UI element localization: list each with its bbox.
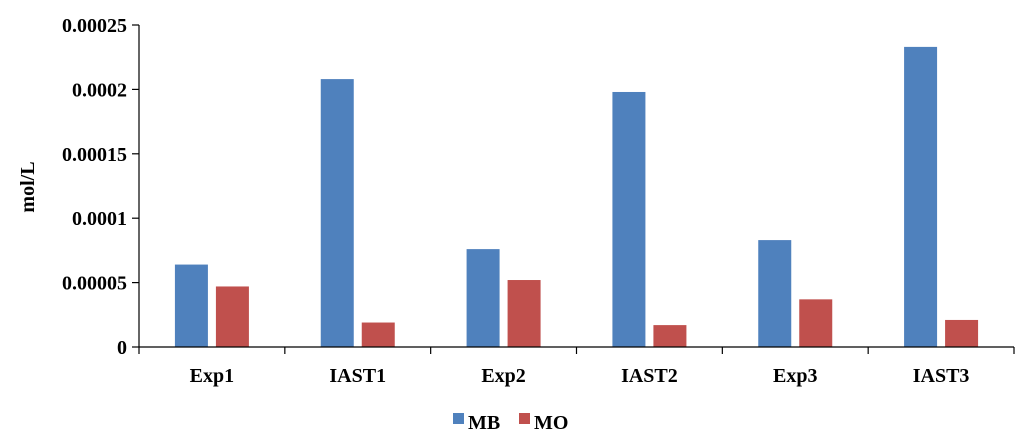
bar-mb-exp1: [174, 264, 208, 347]
y-tick-label: 0.00015: [62, 144, 127, 166]
x-category-label: Exp1: [190, 365, 234, 387]
y-tick-label: 0.0002: [72, 79, 127, 101]
x-category-label: IAST1: [329, 365, 386, 387]
y-tick-label: 0.0001: [72, 208, 127, 230]
bar-mo-iast1: [361, 322, 395, 347]
bar-mo-exp1: [215, 286, 249, 347]
bar-mb-iast2: [612, 91, 646, 347]
bar-mb-iast3: [904, 46, 938, 348]
legend-swatch-mb: [453, 413, 464, 424]
y-axis-title: mol/L: [17, 161, 39, 212]
y-tick-label: 0: [117, 337, 127, 359]
x-axis: Exp1 IAST1 Exp2 IAST2 Exp3 IAST3: [138, 346, 1015, 387]
y-tick-label: 0.00005: [62, 273, 127, 295]
legend-label-mo: MO: [534, 412, 568, 434]
bar-mo-exp2: [507, 280, 541, 347]
bars: [174, 46, 979, 348]
x-category-label: Exp2: [481, 365, 525, 387]
bar-mb-iast1: [320, 79, 354, 347]
bar-mo-iast2: [653, 325, 687, 347]
legend-label-mb: MB: [468, 412, 500, 434]
x-category-label: Exp3: [773, 365, 817, 387]
x-category-label: IAST2: [621, 365, 678, 387]
y-tick-label: 0.00025: [62, 15, 127, 37]
bar-mo-iast3: [945, 319, 979, 347]
legend: MB MO: [453, 412, 568, 434]
bar-mo-exp3: [799, 299, 833, 347]
bar-mb-exp3: [758, 240, 792, 347]
legend-swatch-mo: [519, 413, 530, 424]
x-category-label: IAST3: [913, 365, 970, 387]
y-axis-ticks: 0 0.00005 0.0001 0.00015 0.0002 0.00025: [62, 15, 139, 359]
bar-mb-exp2: [466, 249, 500, 347]
